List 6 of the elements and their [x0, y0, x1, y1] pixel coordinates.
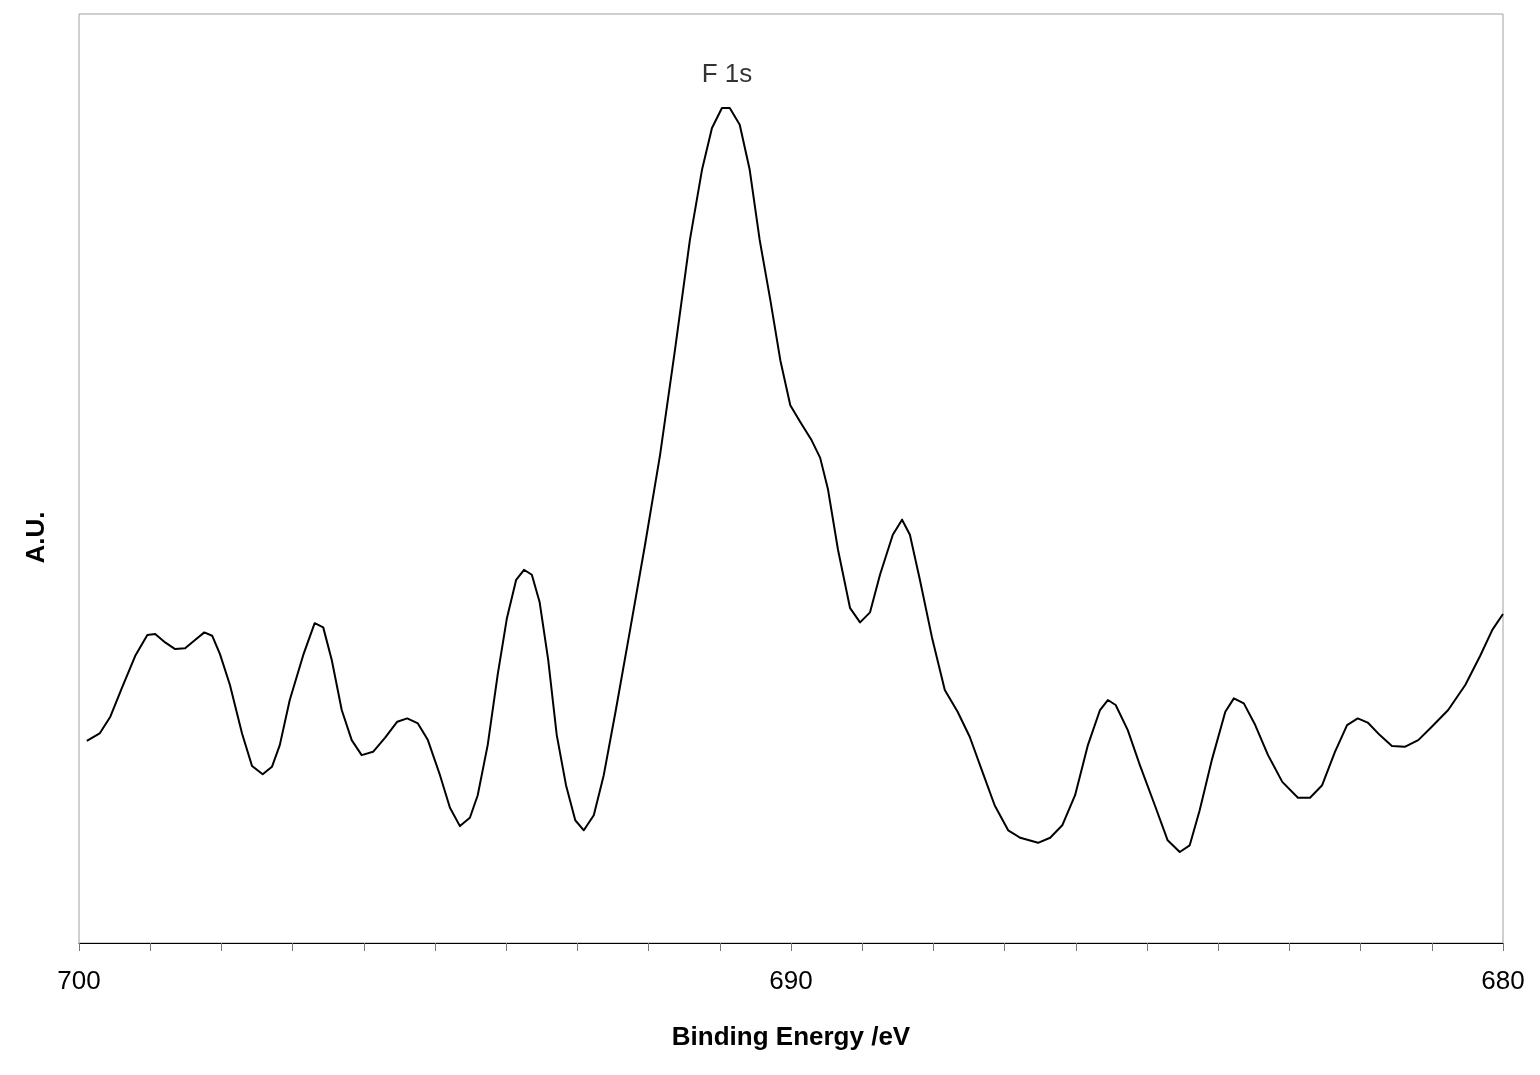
x-axis-title: Binding Energy /eV [671, 1021, 911, 1051]
annotation: F 1s [701, 58, 753, 89]
x-tick-label: 690 [769, 965, 813, 995]
y-axis-title: A.U. [20, 511, 50, 564]
x-tick-label: 680 [1481, 965, 1525, 995]
x-tick-label: 700 [57, 965, 101, 995]
